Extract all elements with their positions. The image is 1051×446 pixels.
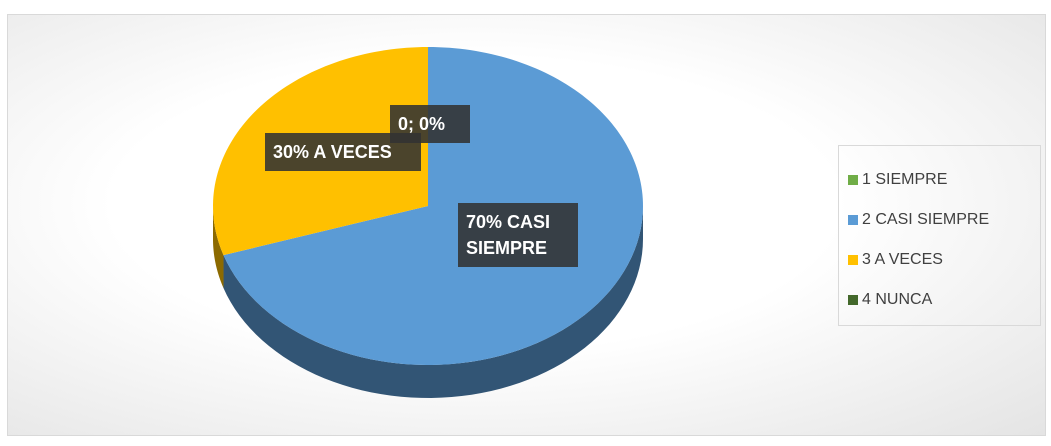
legend-item: 2 CASI SIEMPRE (839, 200, 1040, 240)
pie-slice (223, 47, 643, 365)
legend-swatch (848, 295, 858, 305)
pie-sides (213, 206, 644, 398)
pie-side (213, 206, 224, 289)
legend-item: 1 SIEMPRE (839, 160, 1040, 200)
data-label: 70% CASI SIEMPRE (458, 203, 578, 267)
legend: 1 SIEMPRE 2 CASI SIEMPRE 3 A VECES 4 NUNCA (838, 145, 1041, 326)
legend-label: 3 A VECES (862, 251, 943, 268)
legend-item: 3 A VECES (839, 240, 1040, 280)
legend-label: 2 CASI SIEMPRE (862, 211, 990, 228)
legend-swatch (848, 175, 858, 185)
legend-item: 4 NUNCA (839, 280, 1040, 320)
legend-label: 1 SIEMPRE (862, 171, 948, 188)
pie-side (223, 206, 644, 398)
legend-swatch (848, 215, 858, 225)
legend-label: 4 NUNCA (862, 291, 933, 308)
legend-swatch (848, 255, 858, 265)
data-label: 30% A VECES (265, 133, 421, 171)
